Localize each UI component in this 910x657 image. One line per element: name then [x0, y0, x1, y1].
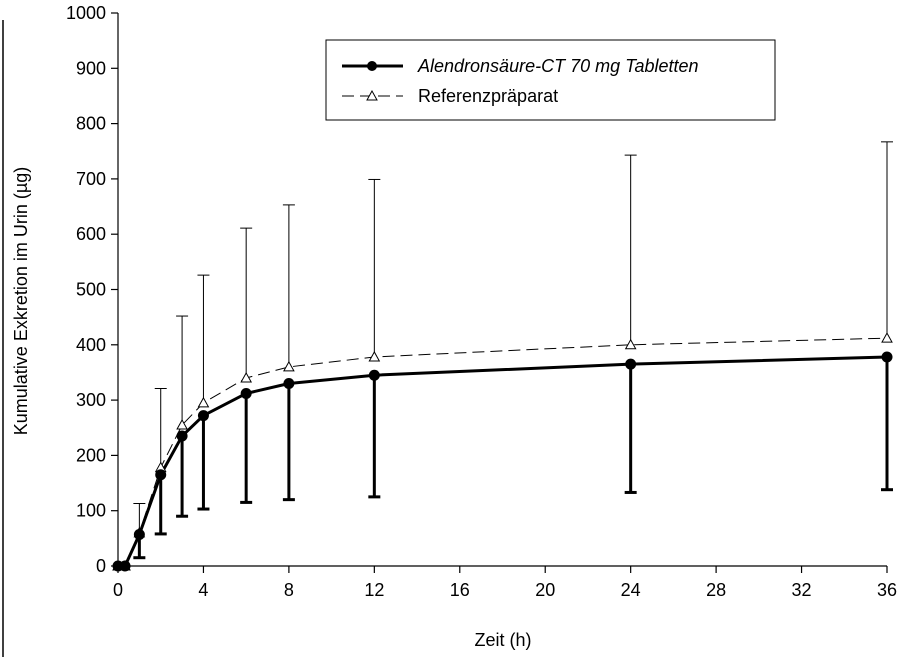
y-tick-label: 900: [76, 58, 106, 78]
data-point-series-1: [240, 387, 252, 399]
y-tick-label: 200: [76, 445, 106, 465]
y-tick-label: 1000: [66, 3, 106, 23]
x-tick-label: 36: [877, 580, 897, 600]
y-tick-label: 300: [76, 390, 106, 410]
data-point-series-2: [283, 360, 295, 372]
x-tick-label: 16: [450, 580, 470, 600]
data-point-series-1: [625, 358, 637, 370]
data-point-series-1: [155, 469, 167, 481]
data-point-series-2: [240, 371, 253, 383]
data-point-series-2: [881, 332, 893, 343]
data-point-series-2: [197, 396, 210, 408]
x-tick-label: 8: [284, 580, 294, 600]
y-tick-label: 600: [76, 224, 106, 244]
data-point-series-1: [881, 351, 893, 363]
x-tick-label: 12: [364, 580, 384, 600]
data-point-series-1: [197, 410, 209, 422]
y-tick-label: 100: [76, 501, 106, 521]
data-point-series-2: [368, 350, 381, 362]
legend-label-series-1: Alendronsäure-CT 70 mg Tabletten: [417, 56, 699, 76]
x-tick-label: 32: [792, 580, 812, 600]
y-tick-label: 500: [76, 280, 106, 300]
data-point-series-1: [133, 528, 145, 540]
x-tick-label: 20: [535, 580, 555, 600]
data-point-series-1: [176, 430, 188, 442]
y-tick-label: 400: [76, 335, 106, 355]
y-tick-label: 700: [76, 169, 106, 189]
legend: Alendronsäure-CT 70 mg Tabletten Referen…: [325, 39, 776, 121]
y-tick-label: 800: [76, 114, 106, 134]
legend-marker-series-2: [366, 89, 378, 101]
series-line-2: [118, 337, 888, 567]
x-tick-label: 24: [621, 580, 641, 600]
x-tick-label: 28: [706, 580, 726, 600]
data-point-series-2: [176, 418, 188, 430]
y-axis-title: Kumulative Exkretion im Urin (µg): [11, 167, 31, 435]
series-markers: [112, 332, 893, 572]
data-point-series-1: [119, 560, 131, 572]
data-point-series-2: [624, 338, 637, 350]
data-point-series-1: [283, 378, 295, 390]
y-tick-label: 0: [96, 556, 106, 576]
x-tick-label: 0: [113, 580, 123, 600]
x-tick-label: 4: [198, 580, 208, 600]
data-point-series-1: [368, 369, 380, 381]
legend-box: [325, 39, 776, 121]
x-axis-title: Zeit (h): [474, 630, 531, 650]
legend-label-series-2: Referenzpräparat: [418, 86, 558, 106]
series-lines: [118, 337, 888, 568]
legend-marker-series-1: [367, 61, 377, 71]
series-line-1: [118, 355, 888, 568]
axes: 0 100 200 300 400 500 600 700 800 900 1000 0 4 8 12 16 2…: [66, 3, 897, 600]
error-bars: [133, 141, 893, 560]
